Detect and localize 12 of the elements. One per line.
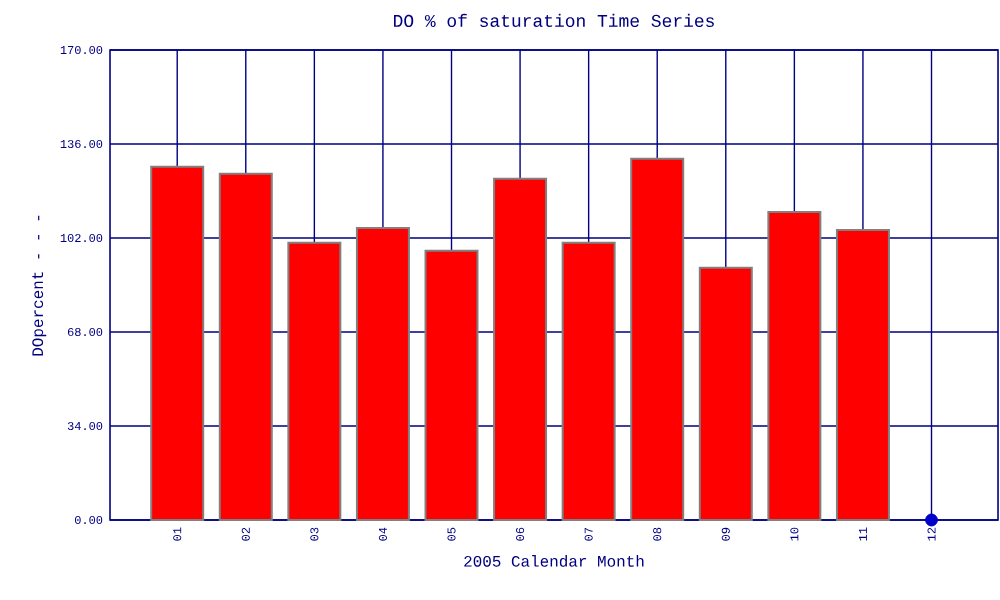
bar	[218, 172, 273, 521]
bar	[698, 266, 753, 521]
bar	[355, 227, 410, 521]
bar	[767, 211, 822, 521]
bar	[630, 157, 685, 521]
bar	[493, 177, 548, 521]
bar	[835, 228, 890, 521]
bar	[424, 249, 479, 521]
bar	[287, 241, 342, 521]
bar	[561, 241, 616, 521]
chart-title: DO % of saturation Time Series	[394, 13, 714, 28]
bar	[150, 165, 205, 521]
